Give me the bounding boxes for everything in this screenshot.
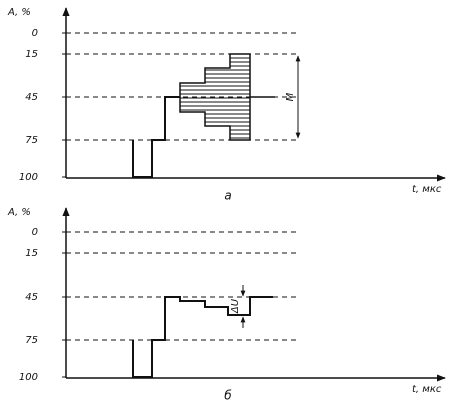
signal xyxy=(132,96,180,178)
tick-label: 45 xyxy=(25,92,38,103)
panel: A, % t, мкс a 0 15 45 75 100 M xyxy=(7,7,446,203)
panel: A, % t, мкс б 0 15 45 75 100 ΔU xyxy=(7,207,446,403)
signal xyxy=(132,296,273,378)
tick-label: 15 xyxy=(25,248,38,259)
tick-label: 0 xyxy=(32,28,38,39)
x-axis-label: t, мкс xyxy=(412,184,442,195)
hatched-region xyxy=(179,53,251,141)
tick-label: 100 xyxy=(19,172,38,183)
caption: б xyxy=(224,389,232,403)
tick-label: 15 xyxy=(25,49,38,60)
y-axis-label: A, % xyxy=(7,207,31,218)
tick-label: 75 xyxy=(25,335,38,346)
x-axis-label: t, мкс xyxy=(412,384,442,395)
tick-label: 0 xyxy=(32,227,38,238)
tick-label: 45 xyxy=(25,292,38,303)
y-axis-label: A, % xyxy=(7,7,31,18)
annotation: M xyxy=(285,92,296,101)
tick-label: 100 xyxy=(19,372,38,383)
caption: a xyxy=(224,189,231,203)
tick-label: 75 xyxy=(25,135,38,146)
annotation: ΔU xyxy=(230,298,241,314)
